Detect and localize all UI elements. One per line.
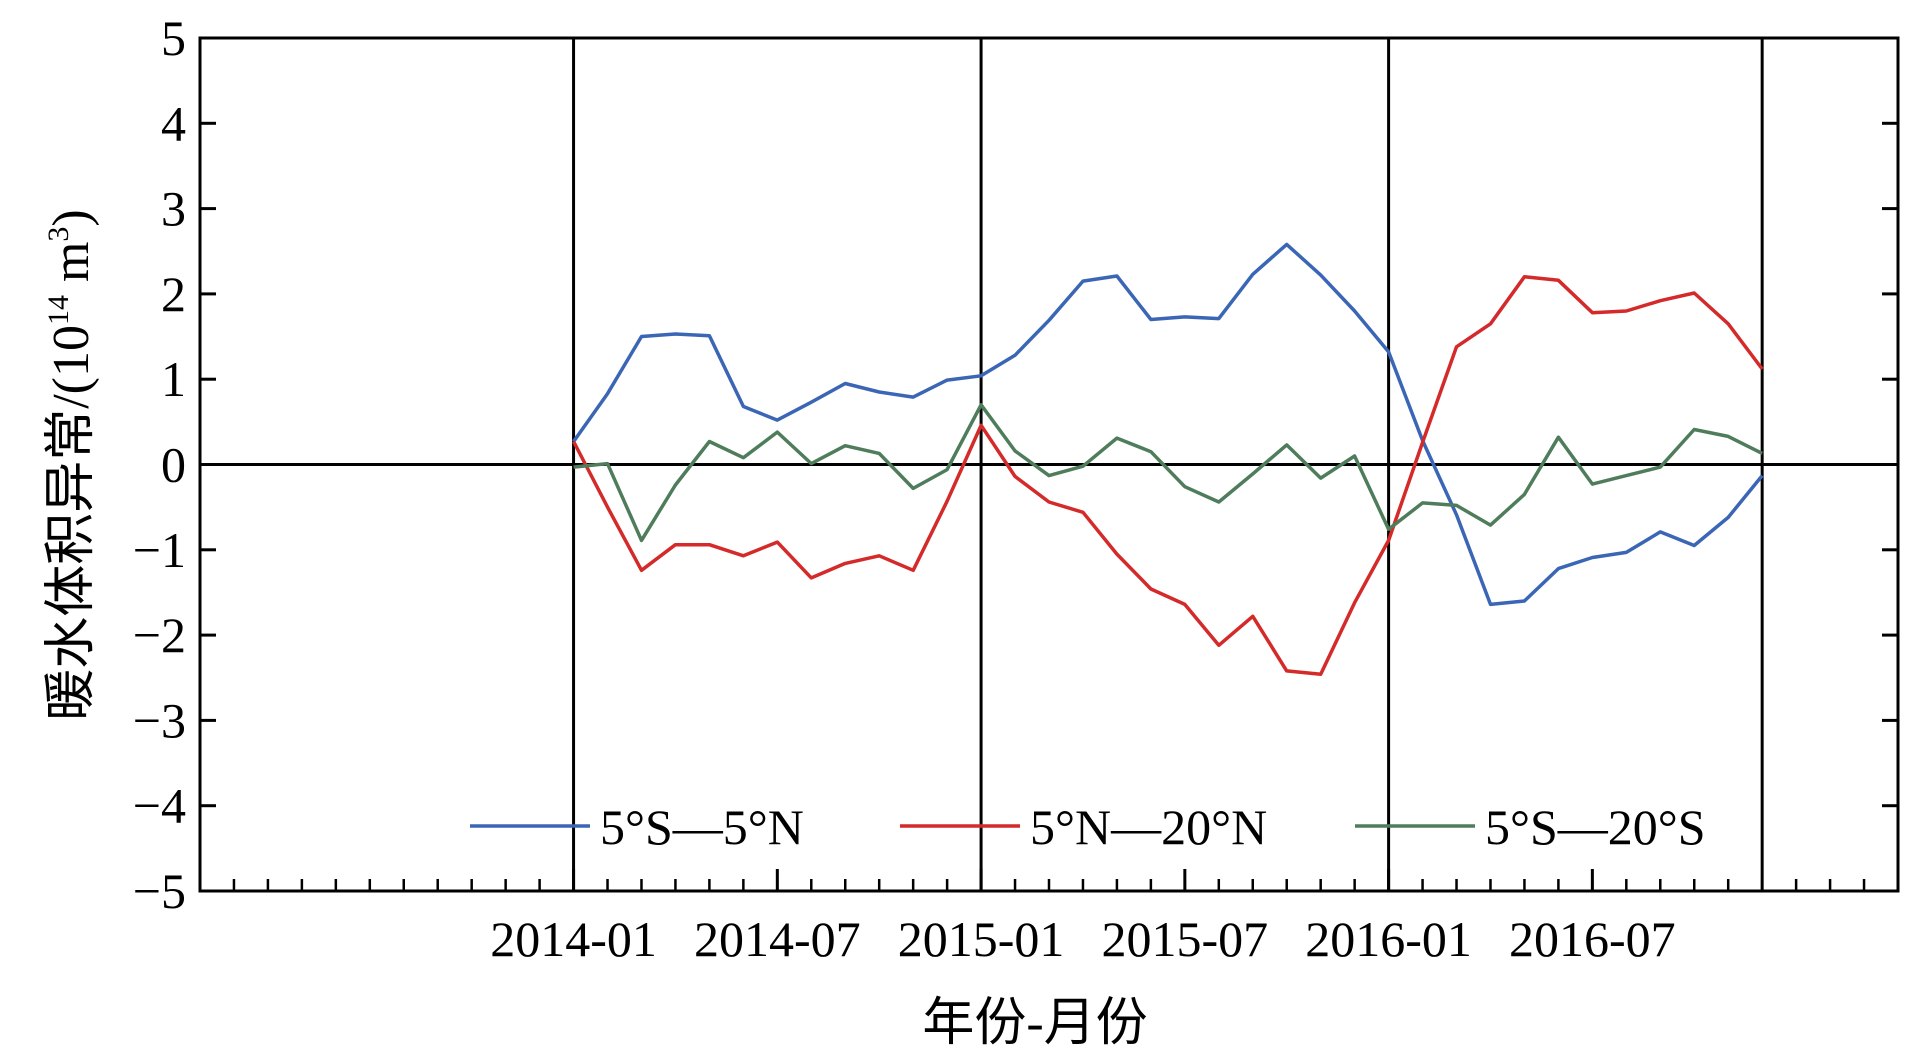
y-axis-ticks: −5 −4 −3 −2 −1 0 1 2 3 4 5	[133, 10, 1898, 919]
x-axis-ticks: 2014-01 2014-07 2015-01 2015-07 2016-01 2016-…	[198, 869, 1900, 967]
x-tick-label: 2014-07	[694, 911, 861, 967]
legend-label-2: 5°N—20°N	[1030, 799, 1267, 855]
x-tick-label: 2015-07	[1102, 911, 1269, 967]
y-tick-label: −2	[133, 607, 186, 663]
series-line-3	[573, 403, 1763, 543]
series-line-2	[572, 275, 1764, 677]
x-tick-label: 2015-01	[898, 911, 1065, 967]
series-lines	[572, 242, 1764, 677]
y-axis-title: 暖水体积异常/(1014 m3)	[42, 209, 100, 721]
y-tick-label: −1	[133, 522, 186, 578]
y-tick-label: 3	[161, 181, 186, 237]
legend-label-3: 5°S—20°S	[1485, 799, 1706, 855]
y-tick-label: 5	[161, 10, 186, 66]
legend: 5°S—5°N 5°N—20°N 5°S—20°S	[470, 799, 1706, 855]
x-tick-label: 2014-01	[490, 911, 657, 967]
x-tick-label: 2016-07	[1509, 911, 1676, 967]
y-tick-label: −4	[133, 778, 186, 834]
y-tick-label: 1	[161, 351, 186, 407]
y-tick-label: 0	[161, 437, 186, 493]
y-tick-label: 4	[161, 95, 186, 151]
y-axis-title-close: )	[43, 209, 100, 226]
y-axis-title-sup: 14	[42, 295, 75, 325]
legend-label-1: 5°S—5°N	[600, 799, 804, 855]
y-axis-title-unit-sup: 3	[42, 227, 75, 242]
y-tick-label: 2	[161, 266, 186, 322]
y-tick-label: −3	[133, 692, 186, 748]
y-axis-title-main: 暖水体积异常/(10	[43, 325, 100, 721]
x-axis-title: 年份-月份	[922, 995, 1147, 1052]
x-tick-label: 2016-01	[1305, 911, 1472, 967]
series-line-1	[572, 242, 1764, 607]
y-axis-title-unit: m	[43, 242, 100, 295]
y-tick-label: −5	[133, 863, 186, 919]
